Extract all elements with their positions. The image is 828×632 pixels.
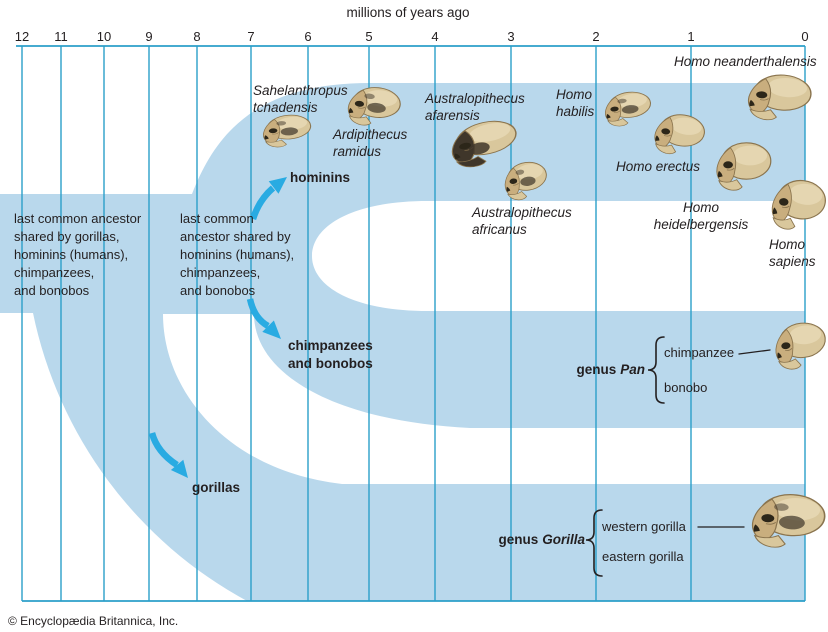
- note-line: last common: [180, 211, 254, 226]
- gorillas-arrowhead: [170, 459, 188, 478]
- skull-neanderthalensis: [747, 74, 812, 121]
- lineage-bands: [0, 83, 805, 601]
- note-line: chimpanzees,: [180, 265, 261, 280]
- species-line: heidelbergensis: [653, 217, 749, 232]
- chimpanzees-arrow: [246, 298, 270, 329]
- species-line: Sahelanthropus: [253, 83, 348, 98]
- axis-tick-0: 0: [801, 29, 809, 44]
- skull-habilis: [604, 91, 651, 127]
- note-line: chimpanzees,: [14, 265, 95, 280]
- genus-gorilla-brace: [585, 509, 603, 577]
- axis-tick-7: 7: [247, 29, 255, 44]
- label-erectus: Homo erectus: [616, 158, 700, 175]
- ancestor-note-hominins: last common ancestor shared by hominins …: [180, 210, 294, 300]
- genus-gorilla-label: genus Gorilla: [498, 531, 585, 548]
- genus-prefix: genus: [576, 362, 617, 377]
- label-sapiens: Homo sapiens: [769, 236, 816, 270]
- skull-sahelanthropus: [262, 114, 312, 148]
- member-eastern-gorilla: eastern gorilla: [602, 549, 684, 564]
- axis-tick-5: 5: [365, 29, 373, 44]
- species-line: Homo erectus: [616, 159, 701, 174]
- axis-tick-1: 1: [687, 29, 695, 44]
- species-line: Homo: [769, 237, 806, 252]
- skull-layer: [262, 74, 826, 548]
- skull-afarensis: [451, 120, 517, 168]
- copyright-credit: © Encyclopædia Britannica, Inc.: [8, 614, 179, 628]
- skull-gorilla: [751, 494, 826, 548]
- axis-tick-9: 9: [145, 29, 153, 44]
- label-ardipithecus: Ardipithecus ramidus: [333, 126, 407, 160]
- gorillas-arrow: [148, 432, 179, 468]
- axis-tick-10: 10: [96, 29, 112, 44]
- label-africanus: Australopithecus africanus: [472, 204, 572, 238]
- axis-tick-3: 3: [507, 29, 515, 44]
- skull-erectus: [654, 114, 705, 155]
- label-afarensis: Australopithecus afarensis: [425, 90, 525, 124]
- note-line: and bonobos: [180, 283, 256, 298]
- note-line: and bonobos: [14, 283, 90, 298]
- branch-label-line: and bonobos: [288, 356, 373, 371]
- note-line: ancestor shared by: [180, 229, 291, 244]
- label-heidelbergensis: Homo heidelbergensis: [654, 199, 749, 233]
- branch-label-chimpanzees: chimpanzees and bonobos: [288, 337, 373, 373]
- axis-tick-11: 11: [54, 29, 68, 44]
- hominins-arrowhead: [268, 177, 287, 194]
- axis-tick-2: 2: [592, 29, 600, 44]
- axis-title: millions of years ago: [346, 5, 470, 20]
- axis-tick-12: 12: [14, 29, 30, 44]
- genus-name: Gorilla: [542, 532, 585, 547]
- species-line: Ardipithecus: [333, 127, 408, 142]
- chimpanzees-arrowhead: [262, 320, 281, 339]
- skull-africanus: [504, 161, 547, 201]
- species-line: Australopithecus: [472, 205, 572, 220]
- member-western-gorilla: western gorilla: [602, 519, 686, 534]
- genus-pan-brace: [647, 336, 665, 404]
- chimpanzee-pointer-line: [738, 349, 771, 355]
- note-line: hominins (humans),: [14, 247, 129, 262]
- skull-ardipithecus: [347, 87, 401, 126]
- member-bonobo: bonobo: [664, 380, 708, 395]
- label-habilis: Homo habilis: [556, 86, 594, 120]
- branch-arrows: [148, 177, 287, 478]
- species-line: sapiens: [769, 254, 816, 269]
- species-line: Homo neanderthalensis: [674, 54, 817, 69]
- species-line: habilis: [556, 104, 595, 119]
- genus-braces: [585, 336, 771, 577]
- species-line: tchadensis: [253, 100, 318, 115]
- note-line: hominins (humans),: [180, 247, 295, 262]
- axis-tick-8: 8: [193, 29, 201, 44]
- branch-label-line: chimpanzees: [288, 338, 373, 353]
- note-line: last common ancestor: [14, 211, 142, 226]
- branch-label-gorillas: gorillas: [192, 480, 241, 495]
- ancestor-note-gorillas: last common ancestor shared by gorillas,…: [14, 210, 141, 300]
- skull-heidelbergensis: [716, 142, 772, 191]
- genus-name: Pan: [620, 362, 645, 377]
- skull-chimpanzee: [775, 322, 826, 370]
- species-line: Homo: [556, 87, 593, 102]
- species-line: africanus: [472, 222, 527, 237]
- branch-label-hominins: hominins: [290, 170, 350, 185]
- note-line: shared by gorillas,: [14, 229, 120, 244]
- species-line: afarensis: [425, 108, 480, 123]
- axis-tick-6: 6: [304, 29, 312, 44]
- axis-tick-4: 4: [431, 29, 439, 44]
- skull-sapiens: [771, 179, 826, 230]
- species-line: ramidus: [333, 144, 382, 159]
- species-line: Homo: [682, 200, 720, 215]
- genus-pan-label: genus Pan: [576, 361, 645, 378]
- hominins-arrow: [249, 185, 276, 221]
- axis-frame: [16, 45, 805, 602]
- member-chimpanzee: chimpanzee: [664, 345, 735, 360]
- label-sahelanthropus: Sahelanthropus tchadensis: [253, 82, 348, 116]
- label-neanderthalensis: Homo neanderthalensis: [674, 53, 817, 70]
- species-line: Australopithecus: [425, 91, 525, 106]
- genus-prefix: genus: [498, 532, 539, 547]
